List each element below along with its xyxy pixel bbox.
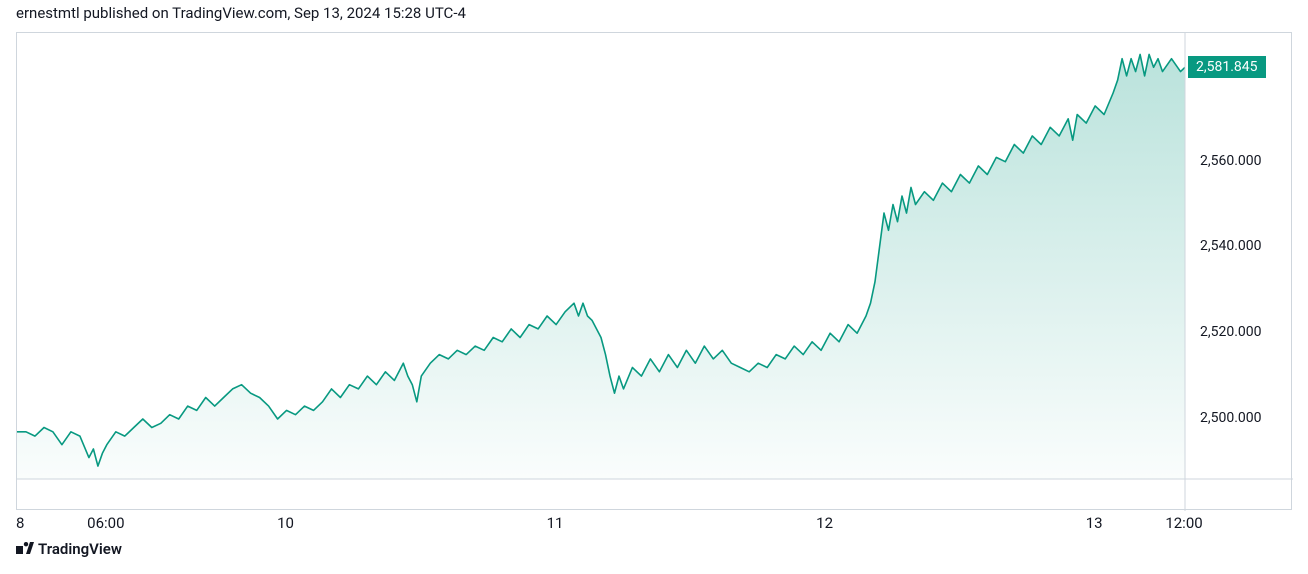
brand-label: TradingView <box>38 540 122 558</box>
x-tick-label: 12 <box>816 514 833 532</box>
x-tick-label: 11 <box>547 514 564 532</box>
x-tick-label: 8 <box>16 514 24 532</box>
y-tick-label: 2,500.000 <box>1200 410 1262 426</box>
y-tick-label: 2,540.000 <box>1200 238 1262 254</box>
y-tick-label: 2,520.000 <box>1200 324 1262 340</box>
tradingview-logo-icon <box>16 540 34 558</box>
y-axis: 2,500.000 2,520.000 2,540.000 2,560.000 2,58… <box>1186 32 1296 510</box>
x-tick-label: 10 <box>277 514 294 532</box>
current-price-badge: 2,581.845 <box>1188 56 1266 78</box>
x-tick-label: 06:00 <box>87 514 124 532</box>
y-tick-label: 2,560.000 <box>1200 153 1262 169</box>
brand-footer: TradingView <box>16 540 122 558</box>
x-tick-label: 13 <box>1086 514 1103 532</box>
chart-frame[interactable] <box>16 32 1292 510</box>
x-tick-label: 12:00 <box>1165 514 1202 532</box>
publish-caption: ernestmtl published on TradingView.com, … <box>16 4 466 22</box>
price-area-chart <box>17 33 1293 511</box>
chart-container: ernestmtl published on TradingView.com, … <box>0 0 1308 574</box>
x-axis: 8 06:00 10 11 12 13 12:00 <box>16 510 1292 538</box>
